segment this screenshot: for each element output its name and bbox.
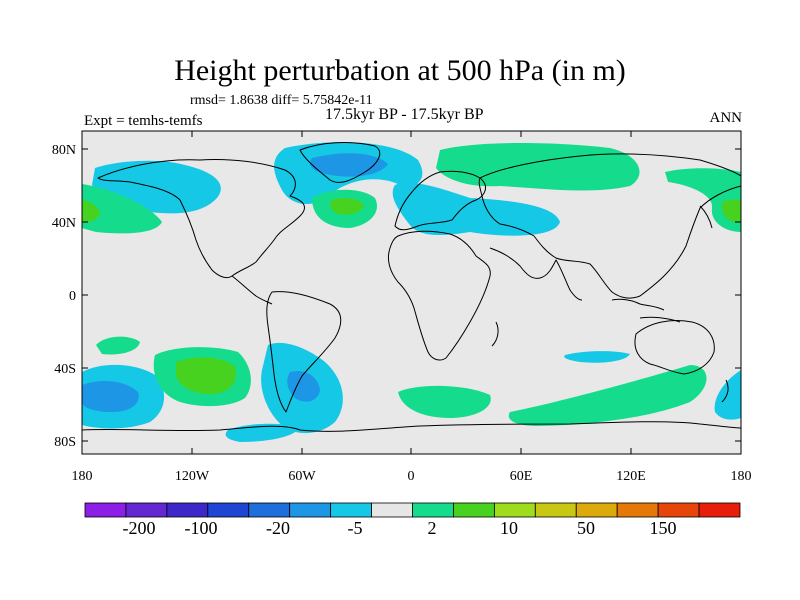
coast-new-zealand xyxy=(721,379,729,403)
contour-pos-southern-indian xyxy=(508,365,707,426)
lat-label-eq: 0 xyxy=(69,289,76,304)
colorbar-swatch-7 xyxy=(371,502,413,518)
contour-pos-north-pacific-east xyxy=(665,168,741,232)
lat-label-40s: 40S xyxy=(54,362,76,377)
colorbar-swatch-4 xyxy=(248,502,291,518)
lat-label-80n: 80N xyxy=(52,143,76,158)
period-label: 17.5kyr BP - 17.5kyr BP xyxy=(325,106,484,123)
contour-neg-southwest-pacific xyxy=(714,370,741,420)
colorbar-swatch-12 xyxy=(575,502,618,518)
colorbar-swatch-0 xyxy=(84,502,127,518)
colorbar xyxy=(84,502,741,518)
coast-greenland xyxy=(299,142,381,183)
colorbar-label-minus-20: -20 xyxy=(266,518,290,538)
lon-label-60w: 60W xyxy=(288,469,316,484)
lon-label-120e: 120E xyxy=(616,469,646,484)
coast-africa xyxy=(387,230,491,361)
contour-neg-europe xyxy=(392,182,560,236)
colorbar-swatch-14 xyxy=(657,502,700,518)
lon-label-180w: 180 xyxy=(72,469,93,484)
colorbar-swatch-11 xyxy=(534,502,577,518)
contour-neg-indian xyxy=(564,351,630,363)
coast-australia xyxy=(634,320,715,375)
coastlines xyxy=(82,142,741,432)
contour-pos-west-edge-core xyxy=(82,200,100,222)
colorbar-label-minus-200: -200 xyxy=(123,518,156,538)
colorbar-swatch-6 xyxy=(330,502,372,518)
coast-antarctica xyxy=(82,421,741,432)
map-panel: 80N 40N 0 40S 80S 180 120W 60W 0 60E 120… xyxy=(52,130,752,484)
colorbar-swatch-8 xyxy=(412,502,454,518)
coast-north-america xyxy=(97,159,305,279)
colorbar-swatch-13 xyxy=(616,502,659,518)
colorbar-label-50: 50 xyxy=(577,518,595,538)
lon-label-180e: 180 xyxy=(731,469,752,484)
colorbar-swatch-10 xyxy=(493,502,536,518)
lon-label-60e: 60E xyxy=(510,469,533,484)
colorbar-label-minus-5: -5 xyxy=(348,518,363,538)
contour-pos-south-pacific-west xyxy=(96,336,140,355)
lat-axis xyxy=(82,148,741,442)
colorbar-label-150: 150 xyxy=(650,518,677,538)
colorbar-swatch-3 xyxy=(207,502,250,518)
colorbar-label-minus-100: -100 xyxy=(185,518,218,538)
coast-madagascar xyxy=(491,321,499,347)
coast-south-america xyxy=(266,291,342,413)
contour-pos-north-pacific-east-core xyxy=(721,199,741,223)
lat-label-80s: 80S xyxy=(54,435,76,450)
colorbar-swatch-15 xyxy=(698,502,741,518)
contour-pos-south-pacific-core xyxy=(176,357,236,395)
colorbar-swatch-9 xyxy=(453,502,495,518)
contour-pos-atlantic-core xyxy=(330,198,364,215)
lon-label-120w: 120W xyxy=(175,469,210,484)
colorbar-swatch-1 xyxy=(125,502,168,518)
contour-neg-drake xyxy=(225,423,300,442)
lon-axis xyxy=(81,131,742,454)
contour-pos-south-atlantic xyxy=(398,385,491,418)
contour-neg-greenland-core xyxy=(310,153,388,177)
coast-indonesia xyxy=(611,298,681,323)
anomaly-contours xyxy=(82,142,741,442)
coast-asia xyxy=(478,153,741,299)
map-title: Height perturbation at 500 hPa (in m) xyxy=(174,54,626,87)
lon-label-0: 0 xyxy=(408,469,415,484)
contour-pos-west-edge xyxy=(82,184,162,234)
contour-neg-south-america-core xyxy=(287,370,320,402)
contour-pos-siberia xyxy=(436,143,640,191)
colorbar-label-2: 2 xyxy=(428,518,437,538)
experiment-label: Expt = temhs-temfs xyxy=(84,113,203,129)
colorbar-labels: -200 -100 -20 -5 2 10 50 150 xyxy=(123,518,677,538)
coast-japan xyxy=(699,205,713,229)
season-label: ANN xyxy=(709,110,743,126)
coast-arabia-india xyxy=(489,247,583,301)
stats-line: rmsd= 1.8638 diff= 5.75842e-11 xyxy=(190,93,373,108)
contour-neg-south-pacific-core xyxy=(82,380,139,412)
coast-europe xyxy=(394,170,486,231)
colorbar-swatch-5 xyxy=(289,502,332,518)
colorbar-label-10: 10 xyxy=(500,518,518,538)
lat-label-40n: 40N xyxy=(52,216,76,231)
colorbar-swatch-2 xyxy=(166,502,209,518)
